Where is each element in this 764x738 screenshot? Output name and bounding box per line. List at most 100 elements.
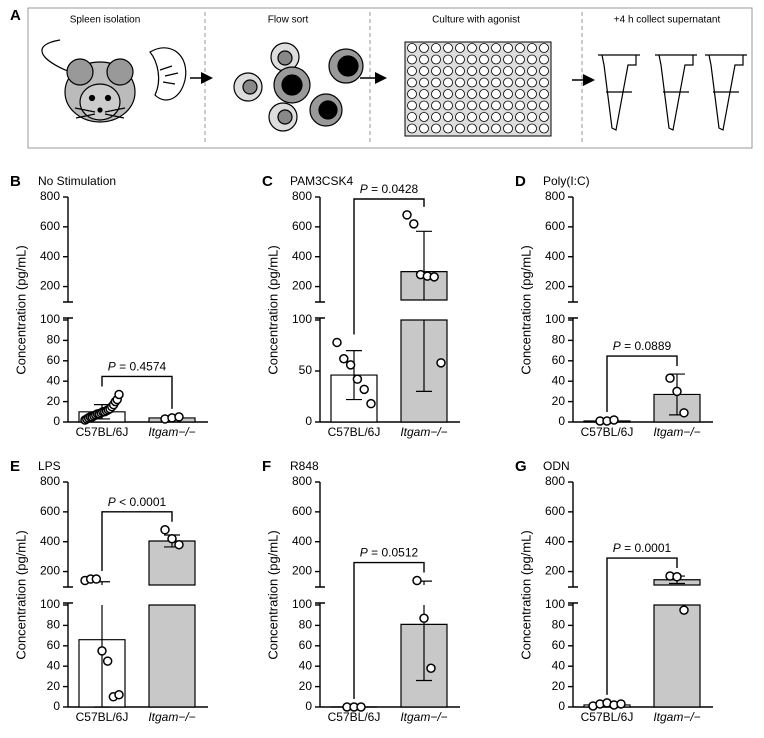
data-point xyxy=(672,386,682,397)
panel-letter: C xyxy=(262,173,273,190)
y-tick-label: 20 xyxy=(299,679,313,693)
y-tick-label: 800 xyxy=(545,189,565,203)
well xyxy=(407,112,417,122)
data-point xyxy=(366,398,376,409)
well xyxy=(431,123,441,134)
well xyxy=(539,66,549,76)
data-point xyxy=(102,656,113,666)
y-tick-label: 600 xyxy=(292,219,312,233)
bar xyxy=(653,579,701,708)
chart-title: R848 xyxy=(290,459,319,473)
y-tick-label: 40 xyxy=(47,373,61,387)
well xyxy=(491,89,501,99)
well xyxy=(443,100,453,111)
axis-break xyxy=(315,301,325,319)
significance-bracket xyxy=(606,557,678,695)
y-tick-label: 80 xyxy=(552,618,566,632)
well xyxy=(407,100,417,111)
well xyxy=(491,100,501,111)
axis-break xyxy=(315,586,325,604)
well xyxy=(527,112,537,122)
well xyxy=(539,123,549,134)
y-tick-label: 100 xyxy=(40,312,60,326)
data-point xyxy=(679,408,689,418)
well xyxy=(479,43,489,53)
data-point xyxy=(679,605,689,615)
well xyxy=(431,43,441,53)
well xyxy=(479,66,489,76)
x-tick-label: C57BL/6J xyxy=(76,710,129,724)
significance-bracket xyxy=(353,198,425,335)
y-tick-label: 20 xyxy=(552,679,566,693)
y-tick-label: 800 xyxy=(292,189,312,203)
well xyxy=(419,66,429,76)
well xyxy=(455,77,465,88)
well xyxy=(539,100,549,111)
x-tick-label: Itgam−/− xyxy=(653,425,700,439)
y-tick-label: 400 xyxy=(292,534,312,548)
p-value: P = 0.0001 xyxy=(613,541,672,555)
y-tick-label: 100 xyxy=(292,597,312,611)
well xyxy=(527,54,537,65)
well xyxy=(419,100,429,111)
well xyxy=(539,43,549,53)
well xyxy=(491,123,501,134)
p-symbol: P xyxy=(360,182,368,196)
p-symbol: P xyxy=(613,541,621,555)
y-tick-label: 100 xyxy=(40,597,60,611)
x-tick-label: Itgam−/− xyxy=(148,425,195,439)
y-tick-label: 200 xyxy=(40,279,60,293)
y-tick-label: 40 xyxy=(47,658,61,672)
chart-title: LPS xyxy=(38,459,61,473)
well xyxy=(503,77,513,88)
well xyxy=(527,66,537,76)
well xyxy=(491,43,501,53)
well xyxy=(431,100,441,111)
y-tick-label: 60 xyxy=(552,638,566,652)
chart-title: ODN xyxy=(543,459,570,473)
y-tick-label: 60 xyxy=(47,353,61,367)
y-axis-label: Concentration (pg/mL) xyxy=(13,530,28,659)
p-symbol: P xyxy=(108,360,116,374)
well xyxy=(467,123,477,134)
well xyxy=(527,43,537,53)
bar xyxy=(148,540,196,708)
y-tick-label: 80 xyxy=(299,618,313,632)
data-point xyxy=(339,354,349,364)
x-tick-label: Itgam−/− xyxy=(148,710,195,724)
well xyxy=(455,89,465,99)
well xyxy=(419,54,429,65)
well xyxy=(407,89,417,99)
well xyxy=(467,66,477,76)
well xyxy=(503,89,513,99)
data-point xyxy=(609,415,619,425)
mouse xyxy=(41,39,187,123)
wells xyxy=(407,43,549,134)
well xyxy=(407,77,417,88)
panel-letter: D xyxy=(515,173,526,190)
y-tick-label: 800 xyxy=(292,474,312,488)
y-tick-label: 20 xyxy=(552,394,566,408)
well xyxy=(455,112,465,122)
panel-letter: A xyxy=(10,7,21,24)
well xyxy=(455,123,465,134)
well xyxy=(467,77,477,88)
well xyxy=(515,112,525,122)
y-tick-label: 600 xyxy=(40,219,60,233)
well xyxy=(431,89,441,99)
y-tick-label: 600 xyxy=(545,504,565,518)
well xyxy=(407,123,417,134)
data-point xyxy=(665,373,675,383)
data-point xyxy=(97,646,107,656)
well xyxy=(467,43,477,53)
y-tick-label: 50 xyxy=(299,363,313,377)
well xyxy=(515,43,525,53)
well xyxy=(443,112,453,122)
p-symbol: P xyxy=(108,495,116,509)
axis-break xyxy=(568,301,578,319)
well xyxy=(431,77,441,88)
step-label: Culture with agonist xyxy=(432,15,520,26)
well xyxy=(491,112,501,122)
well xyxy=(539,89,549,99)
